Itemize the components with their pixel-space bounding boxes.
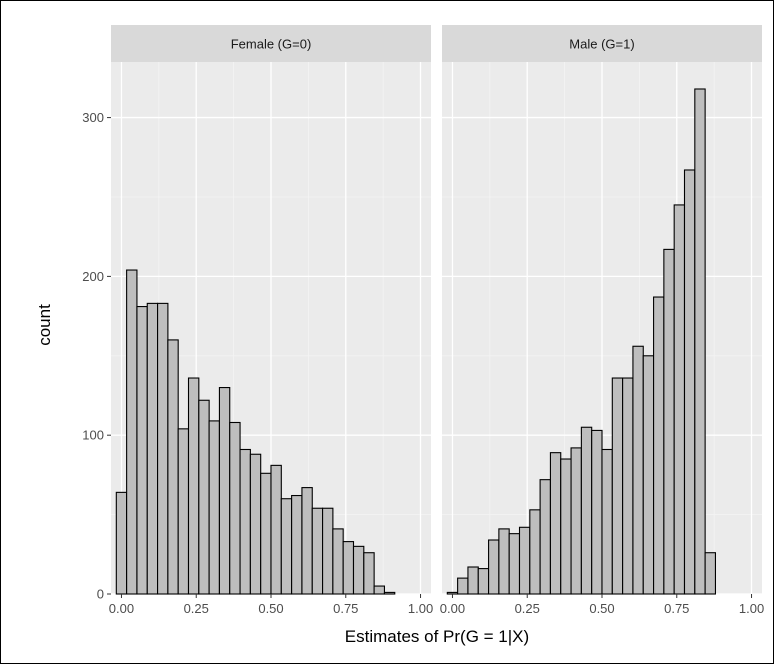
histogram-bar	[126, 269, 138, 595]
histogram-bar	[580, 426, 593, 595]
histogram-bar	[187, 377, 200, 595]
histogram-bar	[157, 302, 169, 595]
x-tick-label: 1.00	[408, 601, 433, 616]
x-tick-label: 0.75	[664, 601, 689, 616]
histogram-bar	[591, 429, 603, 595]
y-tick-label: 100	[82, 428, 104, 443]
histogram-bar	[208, 420, 220, 595]
histogram-bar	[115, 491, 128, 595]
facet-strip-label: Male (G=1)	[569, 37, 634, 52]
x-tick-label: 0.75	[333, 601, 358, 616]
histogram-bar	[601, 448, 613, 595]
histogram-bar	[363, 552, 375, 595]
histogram-bar	[146, 302, 159, 595]
histogram-bar	[477, 568, 490, 595]
facet-strip	[442, 25, 762, 62]
histogram-bar	[260, 472, 272, 595]
y-tick-label: 0	[97, 587, 104, 602]
histogram-bar	[136, 306, 148, 595]
histogram-bar	[239, 448, 251, 595]
histogram-bar	[560, 458, 572, 595]
x-tick-label: 0.00	[440, 601, 465, 616]
histogram-bar	[342, 541, 355, 595]
histogram-bar	[301, 487, 313, 595]
histogram-bar	[322, 507, 334, 595]
histogram-bar	[518, 526, 531, 595]
x-tick-label: 0.00	[109, 601, 134, 616]
histogram-bar	[373, 585, 386, 595]
panel-male: Male (G=1) 0.00 0.25 0.50 0.75 1.00	[440, 25, 764, 616]
y-axis-title: count	[35, 304, 54, 346]
histogram-bar	[529, 509, 541, 595]
x-tick-label: 0.25	[515, 601, 540, 616]
histogram-bar	[549, 452, 562, 595]
histogram-bar	[508, 533, 521, 595]
histogram-bar	[177, 428, 190, 595]
histogram-bar	[704, 552, 717, 595]
x-tick-label: 0.25	[184, 601, 209, 616]
x-tick-label: 0.50	[589, 601, 614, 616]
histogram-bar	[270, 464, 282, 595]
histogram-bar	[498, 528, 510, 595]
histogram-bar	[198, 399, 210, 595]
histogram-bar	[249, 453, 262, 595]
y-axis: 0 100 200 300	[82, 110, 111, 602]
histogram-bar	[642, 355, 655, 595]
y-tick-label: 300	[82, 110, 104, 125]
histogram-bar	[467, 566, 479, 595]
histogram-bar	[488, 539, 500, 595]
histogram-bar	[446, 591, 459, 595]
histogram-bar	[291, 494, 303, 595]
histogram-bar	[229, 421, 241, 595]
histogram-bar	[280, 498, 293, 595]
histogram-bar	[539, 479, 551, 595]
y-tick-label: 200	[82, 269, 104, 284]
x-tick-label: 1.00	[739, 601, 764, 616]
histogram-bar	[383, 591, 396, 595]
histogram-bar	[570, 447, 582, 595]
histogram-bar	[632, 345, 644, 595]
facet-strip-label: Female (G=0)	[231, 37, 312, 52]
histogram-bar	[663, 248, 675, 595]
histogram-bar	[653, 296, 665, 595]
histogram-bar	[218, 387, 231, 595]
x-tick-label: 0.50	[258, 601, 283, 616]
facet-strip	[111, 25, 431, 62]
histogram-bar	[311, 507, 324, 595]
histogram-bar	[683, 169, 696, 595]
histogram-bar	[457, 577, 469, 595]
histogram-bar	[694, 88, 706, 595]
x-axis-title: Estimates of Pr(G = 1|X)	[345, 627, 529, 646]
panel-female: Female (G=0) 0.00 0.25 0.50 0.75 1.00	[109, 25, 433, 616]
histogram-bar	[673, 204, 686, 595]
histogram-bar	[352, 545, 365, 595]
histogram-bar	[167, 339, 179, 595]
histogram-bar	[332, 528, 344, 595]
histogram-bar	[622, 377, 634, 595]
histogram-bar	[611, 377, 624, 595]
